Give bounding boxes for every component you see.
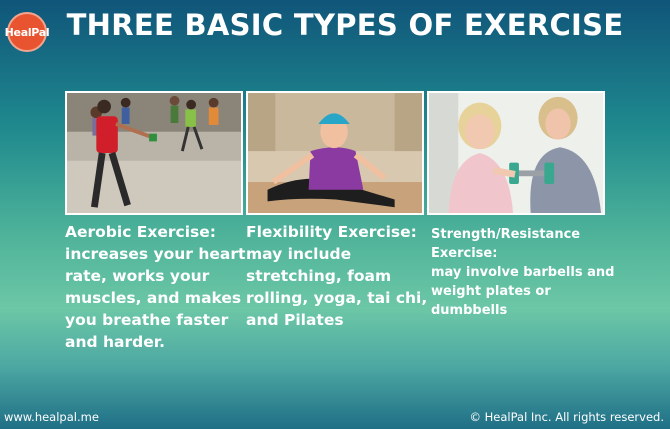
flexibility-description: Flexibility Exercise: may include stretc… (246, 221, 428, 331)
healpal-logo: HealPal (4, 12, 50, 52)
flexibility-stretch-photo (246, 91, 424, 215)
flexibility-heading: Flexibility Exercise: (246, 223, 417, 241)
aerobic-heading: Aerobic Exercise: (65, 223, 216, 241)
page-title: THREE BASIC TYPES OF EXERCISE (66, 8, 624, 42)
strength-heading: Strength/Resistance Exercise: (431, 227, 581, 261)
aerobic-description: Aerobic Exercise: increases your heart r… (65, 221, 247, 353)
copyright-notice: © HealPal Inc. All rights reserved. (469, 410, 664, 424)
logo-text: HealPal (4, 25, 50, 39)
aerobic-class-photo (65, 91, 243, 215)
flexibility-body: may include stretching, foam rolling, yo… (246, 245, 428, 329)
strength-body: may involve barbells and weight plates o… (431, 265, 615, 318)
strength-dumbbell-photo (427, 91, 605, 215)
strength-description: Strength/Resistance Exercise: may involv… (431, 225, 621, 320)
website-link[interactable]: www.healpal.me (4, 410, 99, 424)
aerobic-body: increases your heart rate, works your mu… (65, 245, 246, 351)
